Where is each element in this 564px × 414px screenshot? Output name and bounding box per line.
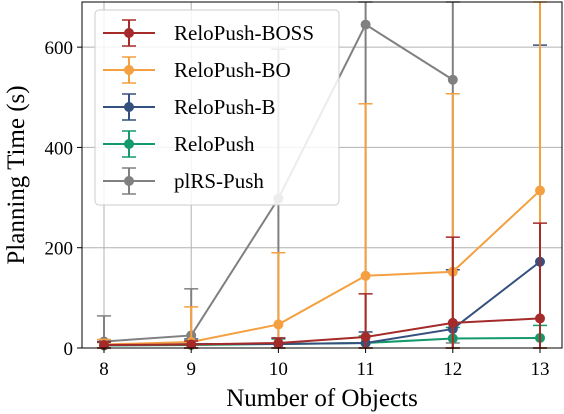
- y-tick-label: 0: [64, 339, 74, 360]
- series-relopush-boss: [97, 222, 547, 350]
- data-point: [186, 339, 197, 350]
- x-tick-label: 9: [186, 359, 196, 380]
- legend-marker: [124, 28, 134, 38]
- data-point: [273, 337, 284, 348]
- legend-label: ReloPush-B: [174, 95, 276, 119]
- data-point: [447, 74, 458, 85]
- series-layer: [97, 1, 547, 351]
- data-point: [447, 317, 458, 328]
- data-point: [99, 339, 109, 350]
- x-tick-label: 11: [356, 359, 374, 380]
- legend: ReloPush-BOSS ReloPush-BO ReloPush-B ReloPu…: [94, 9, 340, 206]
- legend-marker: [124, 65, 134, 75]
- series-line: [103, 189, 541, 346]
- series-line: [103, 317, 541, 346]
- tick-layer: 8 9 10 11 12 13 0 200 400 600: [45, 38, 550, 380]
- data-point: [360, 270, 371, 281]
- legend-marker: [124, 139, 134, 149]
- legend-marker: [124, 176, 134, 186]
- y-tick-label: 600: [45, 38, 74, 59]
- legend-label: ReloPush: [174, 132, 255, 156]
- data-point: [535, 185, 545, 196]
- data-point: [360, 331, 371, 342]
- x-tick-label: 10: [269, 359, 288, 380]
- y-axis-label: Planning Time (s): [3, 85, 30, 264]
- x-tick-label: 13: [531, 359, 550, 380]
- legend-label: plRS-Push: [174, 169, 264, 193]
- y-tick-label: 200: [45, 239, 74, 260]
- legend-label: ReloPush-BOSS: [174, 21, 314, 45]
- y-tick-label: 400: [45, 138, 74, 159]
- x-tick-label: 12: [443, 359, 462, 380]
- data-point: [535, 313, 545, 324]
- legend-box: [94, 9, 340, 206]
- plot-frame: [81, 1, 563, 349]
- data-point: [360, 19, 371, 30]
- x-axis-label: Number of Objects: [226, 385, 418, 412]
- data-point: [273, 319, 284, 330]
- series-line: [103, 260, 541, 346]
- legend-label: ReloPush-BO: [174, 58, 291, 82]
- x-tick-label: 8: [99, 359, 109, 380]
- legend-marker: [124, 102, 134, 112]
